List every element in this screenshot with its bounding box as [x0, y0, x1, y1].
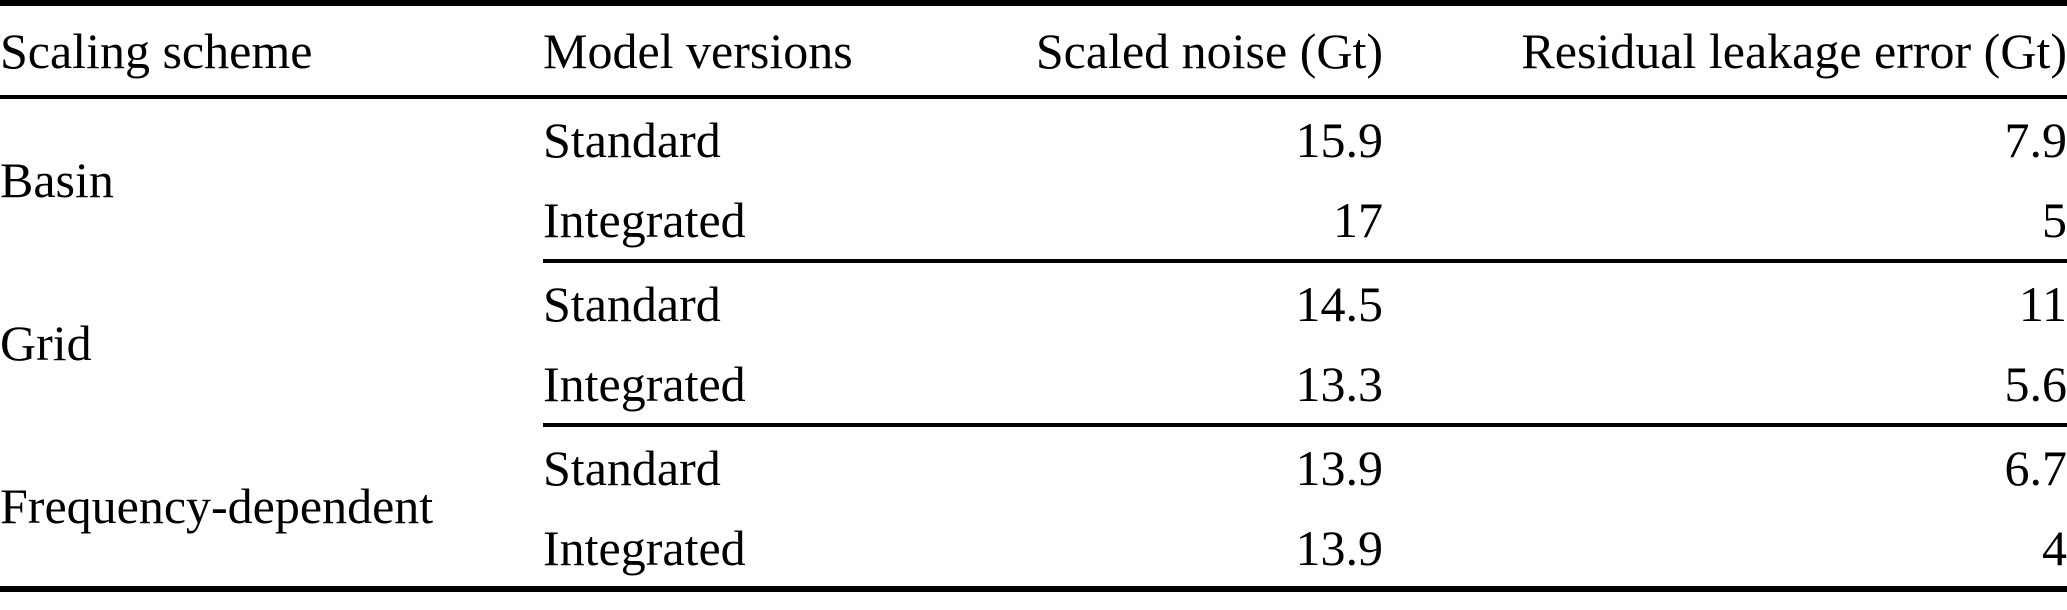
- model-version-cell: Integrated: [543, 345, 963, 427]
- table-row: Integrated 17 5: [0, 181, 2067, 263]
- results-table: Scaling scheme Model versions Scaled noi…: [0, 0, 2067, 592]
- model-version-cell: Standard: [543, 276, 721, 332]
- residual-leakage-error-cell: 7.9: [2004, 112, 2067, 168]
- scheme-cell: Frequency-dependent: [0, 477, 434, 534]
- scheme-cell: Grid: [0, 315, 92, 371]
- table-row: Integrated 13.3 5.6: [0, 345, 2067, 427]
- table-row: Integrated 13.9 4: [0, 509, 2067, 589]
- model-version-cell: Standard: [543, 112, 721, 168]
- scaled-noise-cell: 14.5: [1295, 276, 1384, 332]
- table-row: Basin Standard 15.9 7.9: [0, 97, 2067, 208]
- scheme-cell: Basin: [0, 152, 114, 208]
- residual-leakage-error-cell: 5: [1383, 181, 2067, 263]
- header-row: Scaling scheme Model versions Scaled noi…: [0, 3, 2067, 99]
- residual-leakage-error-cell: 5.6: [1383, 345, 2067, 427]
- table-row: Frequency-dependent Standard 13.9 6.7: [0, 425, 2067, 534]
- scaled-noise-cell: 13.3: [963, 345, 1383, 427]
- col-header-scaled-noise: Scaled noise (Gt): [963, 3, 1383, 99]
- scaled-noise-cell: 13.9: [1295, 519, 1384, 576]
- model-version-cell: Integrated: [543, 519, 746, 576]
- group-grid: Grid Standard 14.5 11 Integrated 13.3 5.…: [0, 261, 2067, 427]
- table-row: Grid Standard 14.5 11: [0, 261, 2067, 371]
- col-header-model-versions: Model versions: [543, 3, 963, 99]
- model-version-cell: Integrated: [543, 181, 963, 263]
- group-basin: Basin Standard 15.9 7.9 Integrated 17 5: [0, 97, 2067, 263]
- residual-leakage-error-cell: 6.7: [2004, 440, 2067, 496]
- scaled-noise-cell: 15.9: [1295, 112, 1384, 168]
- scaled-noise-cell: 13.9: [1295, 440, 1384, 496]
- group-frequency-dependent: Frequency-dependent Standard 13.9 6.7 In…: [0, 425, 2067, 589]
- scaled-noise-cell: 17: [963, 181, 1383, 263]
- col-header-scaling-scheme: Scaling scheme: [0, 3, 543, 99]
- model-version-cell: Standard: [543, 440, 721, 496]
- residual-leakage-error-cell: 11: [2018, 276, 2067, 332]
- col-header-residual-leakage-error: Residual leakage error (Gt): [1383, 3, 2067, 99]
- residual-leakage-error-cell: 4: [2042, 519, 2067, 576]
- table-header: Scaling scheme Model versions Scaled noi…: [0, 3, 2067, 99]
